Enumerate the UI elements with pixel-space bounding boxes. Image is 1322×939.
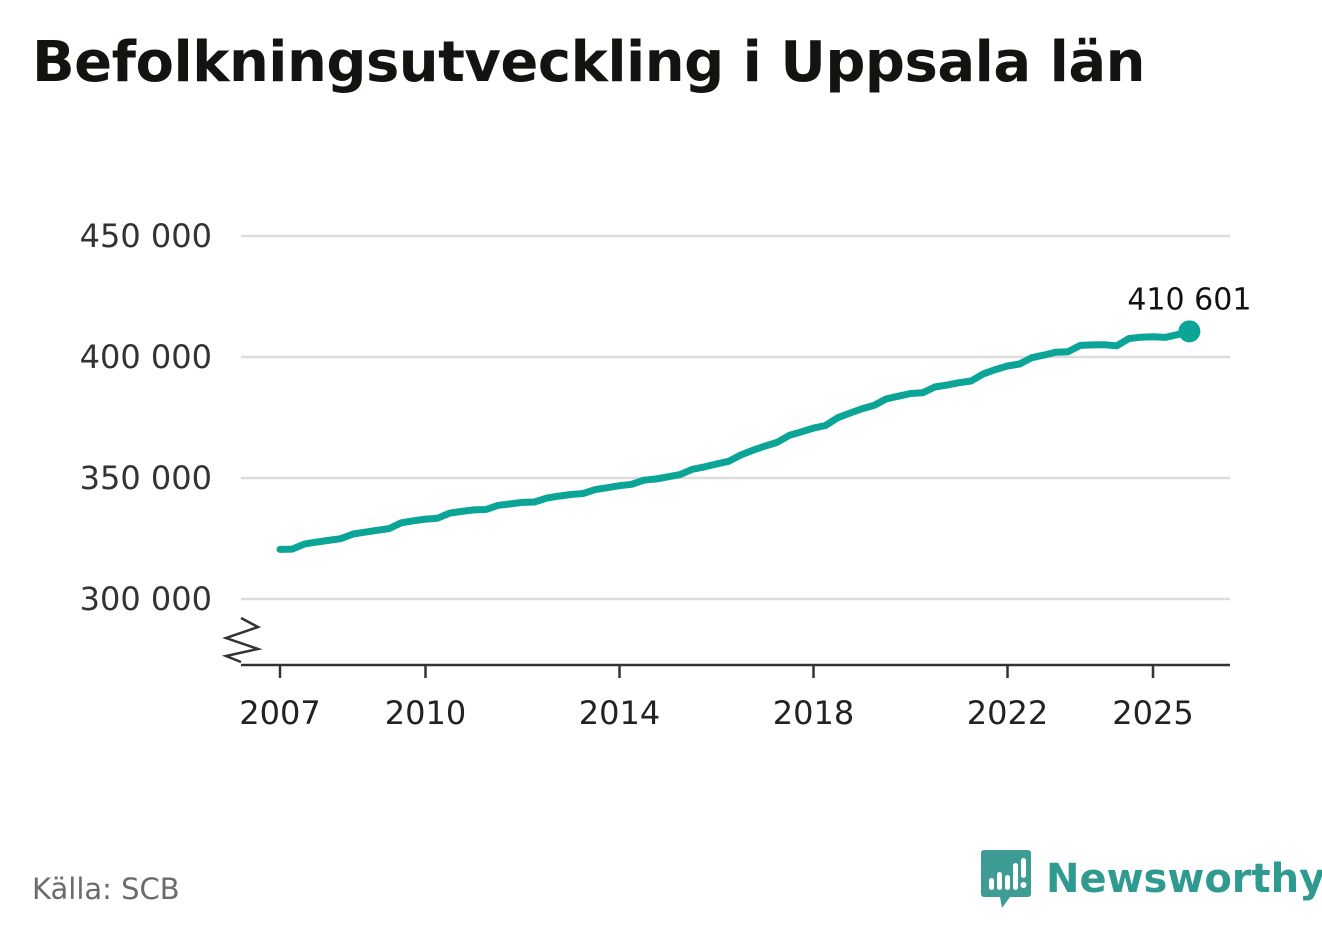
x-tick-label: 2010 bbox=[385, 694, 466, 732]
x-axis-tick-labels: 2007 2010 2014 2018 2022 2025 bbox=[239, 694, 1193, 732]
gridlines bbox=[241, 234, 1230, 601]
y-tick-label: 300 000 bbox=[80, 580, 212, 618]
x-tick-label: 2014 bbox=[579, 694, 660, 732]
chart-title: Befolkningsutveckling i Uppsala län bbox=[32, 30, 1145, 95]
series-layer: 410 601 bbox=[276, 282, 1251, 553]
x-tick-label: 2022 bbox=[967, 694, 1048, 732]
y-tick-label: 450 000 bbox=[80, 217, 212, 255]
x-axis bbox=[221, 616, 1230, 678]
y-tick-label: 350 000 bbox=[80, 459, 212, 497]
brand-name: Newsworthy bbox=[1046, 856, 1322, 902]
end-value-label: 410 601 bbox=[1127, 282, 1251, 317]
source-label: Källa: SCB bbox=[32, 872, 180, 906]
x-tick-label: 2007 bbox=[239, 694, 320, 732]
end-point-marker bbox=[1178, 320, 1201, 343]
x-tick-label: 2025 bbox=[1112, 694, 1193, 732]
y-axis-tick-labels: 300 000 350 000 400 000 450 000 bbox=[80, 217, 212, 618]
y-tick-label: 400 000 bbox=[80, 338, 212, 376]
axis-break-marker bbox=[221, 616, 263, 664]
x-tick-label: 2018 bbox=[773, 694, 854, 732]
series-line bbox=[276, 327, 1193, 553]
brand-logo: Newsworthy bbox=[980, 848, 1322, 910]
newsworthy-logo-icon bbox=[981, 850, 1031, 908]
